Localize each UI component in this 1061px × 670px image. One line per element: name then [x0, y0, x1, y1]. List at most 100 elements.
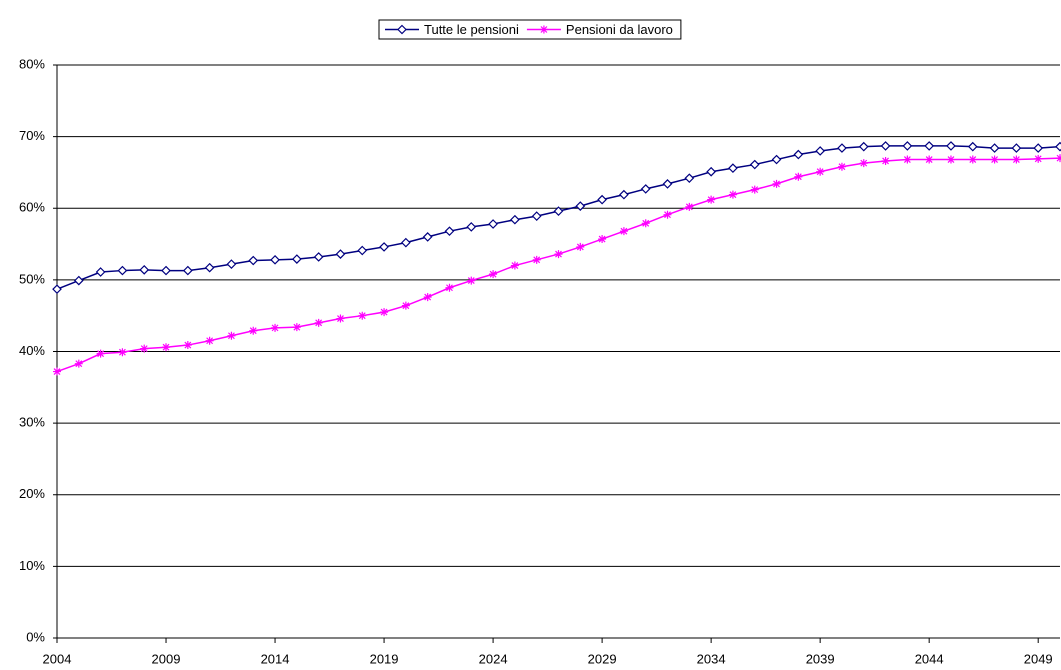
x-tick-label: 2039 [806, 651, 835, 666]
data-point [444, 226, 455, 237]
data-point [488, 219, 498, 229]
data-point [117, 265, 128, 276]
y-tick-label: 70% [19, 128, 45, 143]
data-point [96, 349, 105, 358]
data-point [466, 222, 477, 232]
data-point [227, 331, 236, 340]
y-tick-label: 80% [19, 56, 45, 71]
data-point [270, 254, 280, 265]
data-point [728, 163, 738, 173]
data-point [967, 141, 978, 152]
data-point [859, 159, 868, 168]
data-point [532, 255, 541, 264]
x-tick-label: 2009 [152, 651, 181, 666]
y-tick-label: 50% [19, 271, 45, 286]
legend-label: Tutte le pensioni [424, 22, 519, 37]
data-point [707, 195, 716, 204]
data-point [358, 311, 367, 320]
y-tick-label: 60% [19, 200, 45, 215]
x-tick-label: 2004 [43, 651, 72, 666]
data-point [749, 159, 760, 170]
data-point [161, 265, 171, 276]
data-point [728, 190, 737, 199]
data-point [313, 252, 324, 262]
data-point [990, 155, 999, 164]
data-point [74, 359, 83, 368]
data-point [467, 276, 476, 285]
y-tick-label: 10% [19, 558, 45, 573]
y-tick-label: 40% [19, 343, 45, 358]
data-point [249, 326, 258, 335]
data-point [706, 166, 716, 177]
data-point [1034, 154, 1043, 163]
y-tick-label: 20% [19, 486, 45, 501]
data-point [793, 149, 804, 160]
data-point [510, 214, 520, 225]
data-point [750, 185, 759, 194]
data-point [989, 143, 1000, 153]
data-point [183, 341, 192, 350]
data-point [335, 249, 346, 259]
data-point [445, 283, 454, 292]
data-point [423, 293, 432, 302]
data-point [619, 227, 628, 236]
legend: Tutte le pensioni Pensioni da lavoro [378, 19, 682, 40]
data-point [1033, 143, 1044, 153]
data-point [422, 232, 433, 242]
data-point [968, 155, 977, 164]
data-point [1011, 143, 1022, 153]
data-point [53, 367, 61, 376]
data-point [858, 141, 869, 152]
data-point [357, 245, 368, 256]
data-point [771, 154, 782, 165]
data-point [662, 179, 673, 189]
data-point [1012, 155, 1021, 164]
legend-label: Pensioni da lavoro [566, 22, 673, 37]
data-point [815, 146, 826, 156]
legend-marker [539, 25, 548, 34]
x-tick-label: 2034 [697, 651, 726, 666]
data-point [1056, 154, 1061, 163]
data-point [531, 211, 542, 221]
legend-marker [397, 24, 407, 35]
data-point [597, 194, 607, 205]
data-point [314, 318, 323, 327]
data-point [619, 189, 629, 200]
data-point [924, 141, 935, 151]
data-point [925, 155, 934, 164]
x-tick-label: 2044 [915, 651, 944, 666]
series-line [56, 157, 1061, 373]
data-point [794, 172, 803, 181]
data-point [118, 348, 127, 357]
data-point [162, 343, 171, 352]
data-point [816, 167, 825, 176]
data-point [510, 261, 519, 270]
data-point [685, 202, 694, 211]
data-point [380, 308, 389, 317]
data-point [684, 173, 695, 184]
data-point [401, 237, 411, 248]
data-point [489, 270, 498, 279]
data-point [182, 265, 193, 276]
data-point [663, 210, 672, 219]
data-point [379, 242, 389, 252]
data-point [1055, 141, 1061, 152]
data-point [902, 141, 913, 151]
data-point [292, 323, 301, 332]
data-point [640, 184, 651, 194]
data-point [553, 206, 564, 216]
x-tick-label: 2019 [370, 651, 399, 666]
data-point [946, 155, 955, 164]
x-tick-label: 2014 [261, 651, 290, 666]
data-point [336, 314, 345, 323]
data-point [554, 250, 563, 259]
data-point [837, 162, 846, 171]
data-point [248, 255, 259, 266]
x-tick-label: 2024 [479, 651, 508, 666]
data-point [204, 262, 215, 273]
data-point [881, 156, 890, 165]
y-tick-label: 0% [26, 629, 45, 644]
data-point [401, 301, 410, 310]
data-point [73, 275, 84, 286]
